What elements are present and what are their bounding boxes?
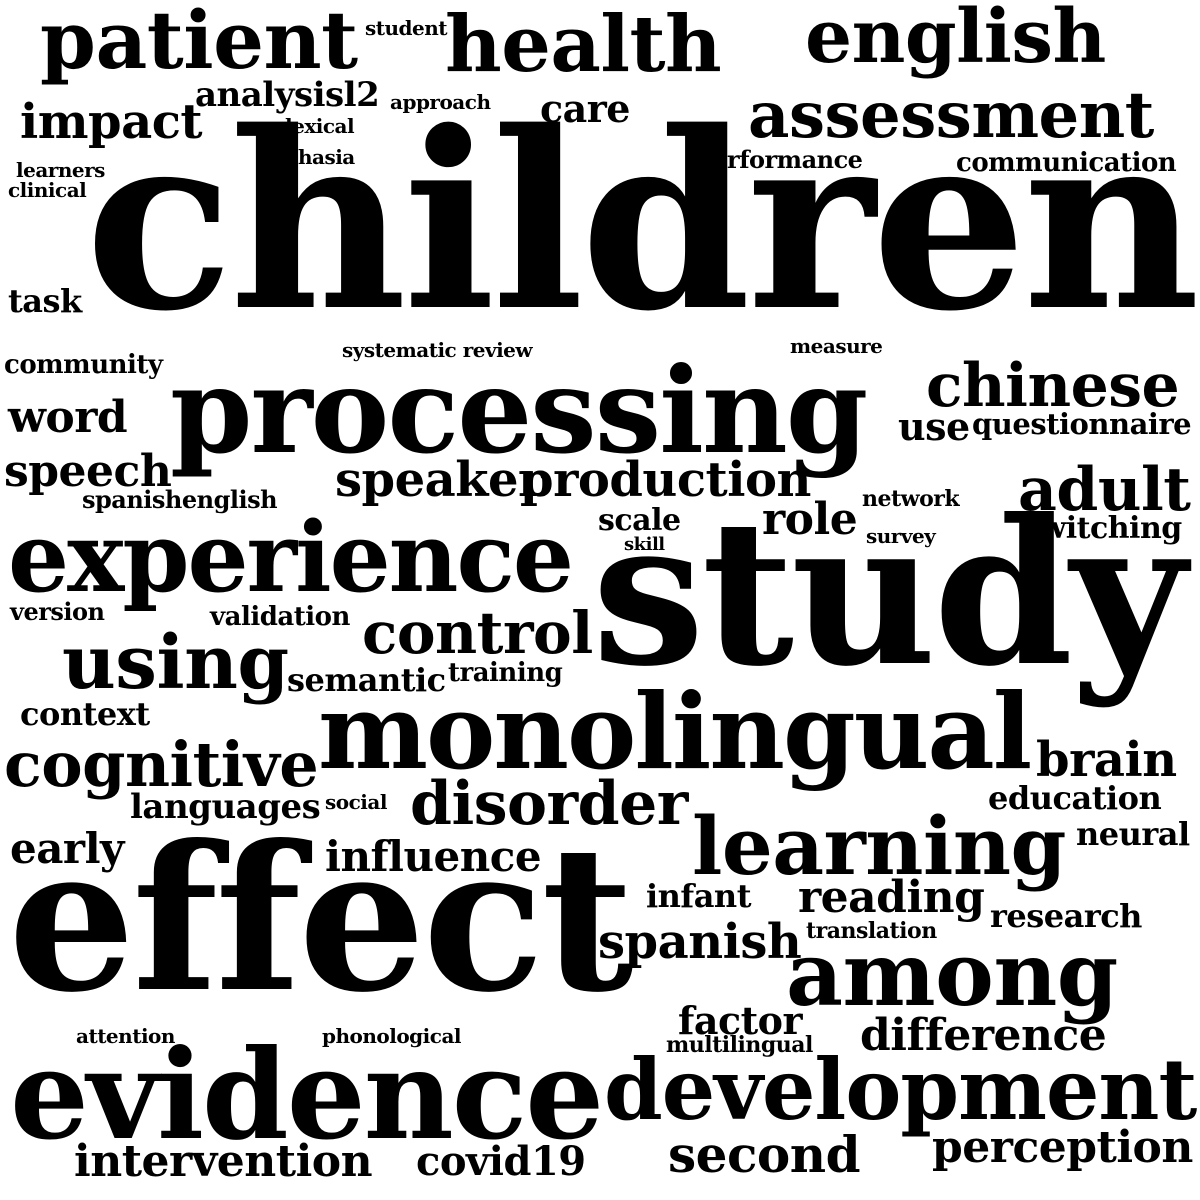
word-among: among (786, 922, 1118, 1026)
word-word: word (8, 392, 128, 443)
word-research: research (990, 897, 1142, 935)
word-effect: effect (8, 802, 634, 1037)
word-children: children (85, 78, 1200, 365)
word-version: version (10, 597, 105, 626)
word-systematic-review: systematic review (342, 338, 533, 362)
word-reading: reading (798, 872, 985, 923)
word-lexical: lexical (285, 114, 355, 138)
word-aphasia: aphasia (272, 145, 355, 169)
word-context: context (20, 695, 150, 733)
word-phonological: phonological (322, 1024, 462, 1048)
word-study: study (592, 476, 1186, 711)
word-development: development (604, 1040, 1197, 1139)
word-monolingual: monolingual (318, 670, 1032, 793)
word-attention: attention (76, 1024, 175, 1048)
word-early: early (10, 824, 124, 873)
word-training: training (448, 658, 563, 688)
word-using: using (62, 620, 289, 706)
word-patient: patient (40, 0, 358, 87)
word-covid19: covid19 (416, 1138, 586, 1185)
word-network: network (862, 486, 960, 512)
word-performance: performance (696, 145, 863, 174)
word-spanish: spanish (598, 914, 802, 970)
word-validation: validation (210, 602, 350, 632)
word-skill: skill (624, 534, 665, 555)
word-influence: influence (325, 832, 542, 881)
word-task: task (8, 282, 82, 320)
word-perception: perception (932, 1122, 1193, 1173)
word-factor: factor (678, 998, 803, 1043)
word-clinical: clinical (8, 178, 87, 202)
word-processing: processing (170, 341, 868, 480)
word-speech: speech (4, 446, 172, 497)
word-translation: translation (806, 918, 937, 944)
word-care: care (540, 86, 630, 131)
word-analysisl2: analysisl2 (195, 75, 380, 115)
word-questionnaire: questionnaire (972, 407, 1192, 441)
word-role: role (762, 494, 858, 545)
word-experience: experience (8, 501, 574, 614)
word-multilingual: multilingual (666, 1032, 813, 1058)
word-scale: scale (598, 503, 681, 538)
word-brain: brain (1036, 732, 1177, 788)
word-community: community (4, 350, 163, 380)
word-use: use (898, 404, 970, 449)
word-english: english (805, 0, 1106, 80)
word-cognitive: cognitive (4, 728, 319, 801)
word-approach: approach (390, 90, 491, 114)
word-speaker: speaker (335, 452, 543, 508)
word-chinese: chinese (926, 351, 1180, 421)
word-control: control (362, 599, 593, 667)
word-spanishenglish: spanishenglish (82, 485, 278, 514)
word-communication: communication (956, 148, 1177, 178)
word-education: education (988, 779, 1162, 817)
word-difference: difference (860, 1010, 1107, 1061)
word-measure: measure (790, 334, 883, 358)
word-impact: impact (20, 94, 203, 150)
word-disorder: disorder (410, 769, 688, 839)
word-health: health (445, 0, 722, 90)
word-semantic: semantic (287, 661, 446, 699)
word-second: second (668, 1125, 861, 1184)
word-intervention: intervention (74, 1136, 373, 1187)
word-neural: neural (1076, 815, 1190, 853)
word-evidence: evidence (10, 1023, 604, 1168)
word-learning: learning (692, 799, 1066, 893)
word-production: production (520, 452, 811, 508)
word-survey: survey (866, 524, 936, 548)
word-student: student (365, 16, 448, 40)
word-learners: learners (16, 158, 105, 182)
word-switching: switching (1024, 511, 1182, 546)
word-social: social (325, 790, 387, 814)
word-infant: infant (646, 877, 751, 915)
word-languages: languages (130, 787, 321, 827)
word-adult: adult (1018, 455, 1191, 525)
word-assessment: assessment (748, 78, 1154, 153)
